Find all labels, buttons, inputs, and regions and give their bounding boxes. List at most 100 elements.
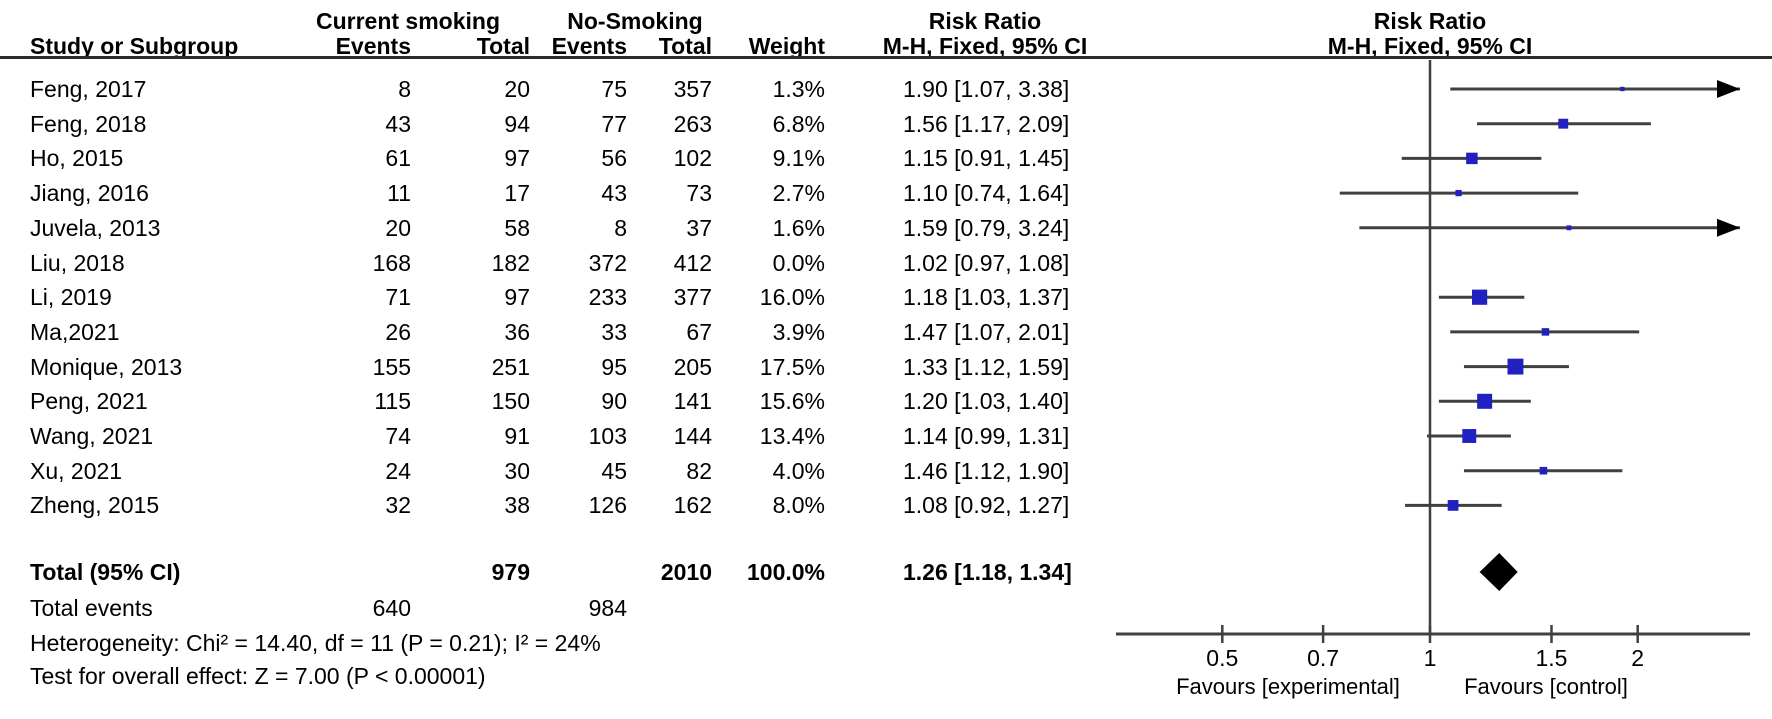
study-events-smoking: 74: [385, 423, 411, 449]
study-events-smoking: 8: [398, 76, 411, 102]
study-events-nosmoking: 43: [601, 180, 627, 206]
study-effect-estimate: 1.08 [0.92, 1.27]: [903, 492, 1070, 518]
effect-square: [1566, 225, 1572, 231]
study-events-nosmoking: 126: [588, 492, 627, 518]
study-name: Liu, 2018: [30, 250, 125, 276]
effect-header-sub-left: M-H, Fixed, 95% CI: [882, 33, 1088, 59]
study-effect-estimate: 1.10 [0.74, 1.64]: [903, 180, 1070, 206]
group-header-current-smoking: Current smoking: [315, 8, 501, 34]
study-weight: 13.4%: [759, 423, 825, 449]
study-events-nosmoking: 233: [588, 284, 627, 310]
effect-square: [1539, 466, 1548, 475]
study-name: Xu, 2021: [30, 458, 123, 484]
study-total-smoking: 97: [504, 284, 530, 310]
study-total-smoking: 38: [504, 492, 530, 518]
study-total-smoking: 94: [504, 111, 530, 137]
study-events-smoking: 115: [374, 388, 411, 414]
study-total-smoking: 91: [504, 423, 530, 449]
ci-arrow-right: [1717, 218, 1740, 237]
col-header-events-1: Events: [335, 33, 411, 59]
ci-arrow-right: [1717, 80, 1740, 98]
study-total-nosmoking: 412: [673, 250, 712, 276]
col-header-events-2: Events: [551, 33, 627, 59]
study-events-nosmoking: 372: [588, 250, 627, 276]
study-weight: 1.3%: [772, 76, 825, 102]
total-effect-estimate: 1.26 [1.18, 1.34]: [903, 559, 1072, 585]
study-events-smoking: 32: [385, 492, 411, 518]
study-events-nosmoking: 90: [601, 388, 627, 414]
axis-tick-label: 0.7: [1307, 645, 1339, 671]
study-events-smoking: 43: [385, 111, 411, 137]
effect-header-title-right: Risk Ratio: [1373, 8, 1487, 34]
study-name: Juvela, 2013: [30, 215, 161, 241]
study-effect-estimate: 1.02 [0.97, 1.08]: [903, 250, 1070, 276]
col-header-weight: Weight: [748, 33, 825, 59]
study-total-nosmoking: 162: [673, 492, 712, 518]
study-events-nosmoking: 103: [588, 423, 627, 449]
study-total-smoking: 58: [504, 215, 530, 241]
study-total-nosmoking: 205: [673, 354, 712, 380]
study-events-smoking: 26: [385, 319, 411, 345]
study-events-smoking: 155: [372, 354, 411, 380]
study-weight: 1.6%: [772, 215, 825, 241]
axis-tick-label: 1: [1424, 645, 1437, 671]
study-events-smoking: 168: [372, 250, 411, 276]
study-name: Ho, 2015: [30, 145, 124, 171]
study-weight: 17.5%: [759, 354, 825, 380]
study-events-smoking: 20: [385, 215, 411, 241]
study-total-smoking: 30: [504, 458, 530, 484]
study-effect-estimate: 1.20 [1.03, 1.40]: [903, 388, 1070, 414]
study-total-nosmoking: 357: [673, 76, 712, 102]
total-diamond: [1479, 553, 1518, 591]
study-weight: 2.7%: [772, 180, 825, 206]
study-effect-estimate: 1.46 [1.12, 1.90]: [903, 458, 1070, 484]
effect-square: [1558, 118, 1569, 129]
total-events-label: Total events: [30, 595, 153, 621]
study-effect-estimate: 1.15 [0.91, 1.45]: [903, 145, 1070, 171]
study-effect-estimate: 1.33 [1.12, 1.59]: [903, 354, 1070, 380]
study-effect-estimate: 1.47 [1.07, 2.01]: [903, 319, 1070, 345]
study-total-nosmoking: 67: [686, 319, 712, 345]
group-header-no-smoking: No-Smoking: [567, 8, 703, 34]
study-total-nosmoking: 263: [673, 111, 712, 137]
study-total-nosmoking: 144: [673, 423, 712, 449]
study-events-smoking: 24: [385, 458, 411, 484]
total-smoking-total: 979: [491, 559, 530, 585]
study-total-smoking: 20: [504, 76, 530, 102]
study-weight: 9.1%: [772, 145, 825, 171]
study-name: Monique, 2013: [30, 354, 183, 380]
effect-header-title-left: Risk Ratio: [928, 8, 1042, 34]
study-events-nosmoking: 33: [601, 319, 627, 345]
total-nosmoking-total: 2010: [660, 559, 712, 585]
study-name: Li, 2019: [30, 284, 112, 310]
study-name: Ma,2021: [30, 319, 120, 345]
total-row-label: Total (95% CI): [30, 559, 181, 585]
total-weight: 100.0%: [746, 559, 825, 585]
study-events-smoking: 71: [385, 284, 411, 310]
study-name: Feng, 2017: [30, 76, 147, 102]
axis-tick-label: 2: [1631, 645, 1644, 671]
col-header-total-1: Total: [476, 33, 530, 59]
study-events-nosmoking: 77: [601, 111, 627, 137]
effect-square: [1462, 429, 1477, 443]
favours-control-label: Favours [control]: [1464, 674, 1628, 699]
effect-square: [1477, 393, 1493, 409]
study-effect-estimate: 1.14 [0.99, 1.31]: [903, 423, 1070, 449]
effect-square: [1620, 86, 1625, 92]
study-total-nosmoking: 73: [686, 180, 712, 206]
header-rule: [0, 56, 1772, 59]
study-effect-estimate: 1.90 [1.07, 3.38]: [903, 76, 1070, 102]
study-events-nosmoking: 75: [601, 76, 627, 102]
study-total-nosmoking: 82: [686, 458, 712, 484]
col-header-study: Study or Subgroup: [30, 33, 239, 59]
study-name: Peng, 2021: [30, 388, 148, 414]
effect-square: [1455, 189, 1462, 197]
total-events-smoking: 640: [372, 595, 411, 621]
study-effect-estimate: 1.56 [1.17, 2.09]: [903, 111, 1070, 137]
study-name: Zheng, 2015: [30, 492, 160, 518]
study-weight: 4.0%: [772, 458, 825, 484]
study-events-smoking: 61: [385, 145, 411, 171]
study-weight: 8.0%: [772, 492, 825, 518]
